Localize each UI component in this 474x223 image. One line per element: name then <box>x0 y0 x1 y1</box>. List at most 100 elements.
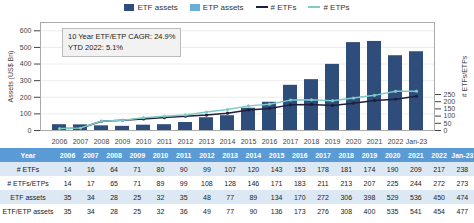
html-text:128: 128 <box>224 179 236 187</box>
html-text:2018: 2018 <box>338 151 354 159</box>
html-text:17: 17 <box>86 179 95 187</box>
html-text:2010: 2010 <box>152 151 169 159</box>
html-text:# ETFs: # ETFs <box>270 2 297 12</box>
html-text:# ETPs: # ETPs <box>323 2 350 12</box>
html-text:Jan-23: Jan-23 <box>451 151 474 159</box>
html-text:146: 146 <box>247 179 260 187</box>
html-text:99: 99 <box>179 179 188 187</box>
html-text:244: 244 <box>410 179 422 187</box>
html-text:ETP assets: ETP assets <box>202 2 244 12</box>
html-text:272: 272 <box>433 179 445 187</box>
html-text:99: 99 <box>203 165 211 173</box>
html-text:65: 65 <box>110 179 118 187</box>
html-text:225: 225 <box>386 179 399 187</box>
svg-text:2014: 2014 <box>220 138 236 145</box>
svg-text:0: 0 <box>28 127 32 134</box>
svg-text:50: 50 <box>444 120 452 127</box>
svg-text:100: 100 <box>20 110 32 117</box>
svg-text:2018: 2018 <box>304 138 320 145</box>
svg-text:250: 250 <box>444 91 456 98</box>
svg-text:2007: 2007 <box>73 138 89 145</box>
html-text:178: 178 <box>317 165 329 173</box>
html-text:10 Year ETF/ETP CAGR: 24.9%: 10 Year ETF/ETP CAGR: 24.9% <box>68 32 176 41</box>
html-text:2020: 2020 <box>384 151 401 159</box>
svg-text:Jan-23: Jan-23 <box>406 138 428 145</box>
html-text:34: 34 <box>86 193 95 201</box>
html-text:171: 171 <box>270 179 283 187</box>
svg-text:100: 100 <box>444 112 456 119</box>
html-text:273: 273 <box>456 179 469 187</box>
svg-text:150: 150 <box>444 105 456 112</box>
html-text:2009: 2009 <box>129 151 145 159</box>
html-text:2013: 2013 <box>222 151 238 159</box>
html-text:2014: 2014 <box>245 151 262 159</box>
html-text:2021: 2021 <box>408 151 424 159</box>
html-text:28: 28 <box>110 193 118 201</box>
svg-text:0: 0 <box>444 127 448 134</box>
svg-text:2022: 2022 <box>388 138 404 145</box>
html-text:14: 14 <box>63 179 72 187</box>
html-text:80: 80 <box>156 165 165 173</box>
html-text:16: 16 <box>86 165 95 173</box>
html-text:207: 207 <box>363 179 376 187</box>
svg-text:# ETFs/ETPs: # ETFs/ETPs <box>461 55 468 97</box>
html-text:190: 190 <box>386 165 399 173</box>
html-text:2022: 2022 <box>431 151 447 159</box>
html-text:71: 71 <box>133 179 142 187</box>
svg-text:200: 200 <box>20 94 32 101</box>
html-text:89: 89 <box>156 179 165 187</box>
html-text:2015: 2015 <box>268 151 285 159</box>
html-text:211: 211 <box>317 179 329 187</box>
svg-text:2011: 2011 <box>157 138 172 145</box>
svg-text:600: 600 <box>20 27 32 34</box>
html-text:238: 238 <box>456 165 469 173</box>
svg-text:2013: 2013 <box>199 138 215 145</box>
svg-text:2015: 2015 <box>241 138 257 145</box>
html-text:14: 14 <box>63 165 72 173</box>
html-text:ETF assets: ETF assets <box>10 193 46 201</box>
html-text:2007: 2007 <box>83 151 99 159</box>
html-text:35: 35 <box>63 193 72 201</box>
html-text:71: 71 <box>133 165 142 173</box>
html-text:153: 153 <box>294 165 306 173</box>
html-text:108: 108 <box>201 179 213 187</box>
html-text:ETF assets: ETF assets <box>137 2 178 12</box>
html-text:107: 107 <box>224 165 236 173</box>
svg-text:2012: 2012 <box>178 138 194 145</box>
html-text:64: 64 <box>110 165 118 173</box>
html-text:183: 183 <box>294 179 306 187</box>
svg-text:2017: 2017 <box>283 138 299 145</box>
svg-text:2009: 2009 <box>115 138 131 145</box>
svg-text:300: 300 <box>20 77 32 84</box>
html-text:# ETFs: # ETFs <box>16 165 40 173</box>
html-text:2011: 2011 <box>176 151 192 159</box>
svg-text:2008: 2008 <box>94 138 110 145</box>
html-text:2008: 2008 <box>106 151 122 159</box>
html-text:2017: 2017 <box>315 151 331 159</box>
html-text:# ETFs/ETPs: # ETFs/ETPs <box>7 179 49 187</box>
html-text:209: 209 <box>410 165 422 173</box>
svg-text:2021: 2021 <box>367 138 383 145</box>
svg-text:2016: 2016 <box>262 138 278 145</box>
html-text:181: 181 <box>340 165 353 173</box>
html-text:2016: 2016 <box>292 151 308 159</box>
svg-text:400: 400 <box>20 60 32 67</box>
html-text:120: 120 <box>247 165 260 173</box>
svg-text:2010: 2010 <box>136 138 152 145</box>
html-text:2019: 2019 <box>361 151 378 159</box>
html-text:2006: 2006 <box>59 151 76 159</box>
html-text:217: 217 <box>433 165 445 173</box>
html-text:213: 213 <box>340 179 353 187</box>
html-text:Year: Year <box>20 151 36 159</box>
svg-text:200: 200 <box>444 98 456 105</box>
svg-text:500: 500 <box>20 44 32 51</box>
html-text:90: 90 <box>179 165 188 173</box>
svg-text:Assets (US$ Bn): Assets (US$ Bn) <box>7 51 15 103</box>
html-text:YTD 2022: 5.1%: YTD 2022: 5.1% <box>68 43 123 53</box>
svg-text:2019: 2019 <box>325 138 341 145</box>
svg-text:2006: 2006 <box>52 138 68 145</box>
html-text:174: 174 <box>363 165 376 173</box>
html-text:143: 143 <box>270 165 283 173</box>
html-text:2012: 2012 <box>199 151 215 159</box>
svg-text:2020: 2020 <box>346 138 362 145</box>
